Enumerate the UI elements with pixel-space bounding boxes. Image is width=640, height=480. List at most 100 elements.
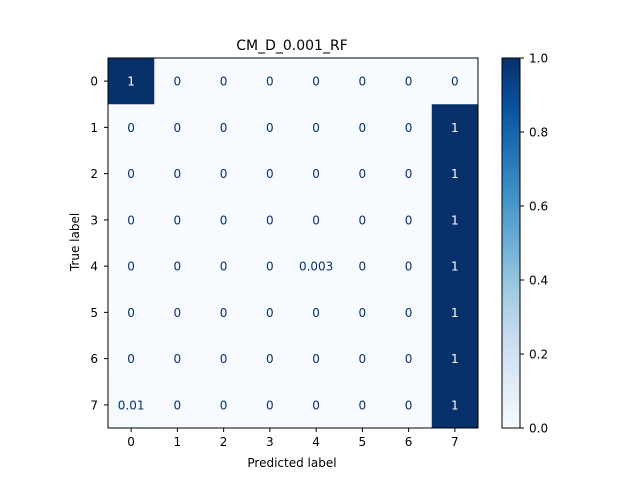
heatmap-cell-label: 0: [359, 213, 367, 227]
y-tick-label: 6: [90, 352, 98, 366]
chart-title: CM_D_0.001_RF: [236, 38, 348, 54]
heatmap-cell-label: 0: [220, 167, 228, 181]
heatmap-cell: [200, 381, 248, 429]
x-tick-label: 7: [451, 435, 459, 449]
heatmap-cell-label: 0: [174, 167, 182, 181]
heatmap-cell: [293, 196, 340, 244]
heatmap-cell-label: 0: [359, 398, 367, 412]
heatmap-cell: [431, 289, 479, 336]
heatmap-cell-label: 0: [220, 352, 228, 366]
heatmap-cell-label: 1: [451, 306, 459, 320]
heatmap-cells: [108, 58, 479, 429]
x-tick-label: 0: [127, 435, 135, 449]
heatmap-cell-label: 0: [266, 121, 274, 135]
colorbar: [501, 57, 521, 429]
y-axis-ticks: 0 1 2 3 4 5 6 7: [90, 75, 108, 412]
heatmap-cell-label: 0: [405, 121, 413, 135]
heatmap-cell: [339, 335, 386, 383]
heatmap-cell-label: 0: [405, 260, 413, 274]
heatmap-cell-label: 0: [266, 75, 274, 89]
heatmap-cell-label: 0: [220, 306, 228, 320]
heatmap-cell-label: 0: [174, 121, 182, 135]
heatmap-cell: [293, 150, 340, 198]
y-tick-label: 1: [90, 121, 98, 135]
colorbar-tick-label: 0.2: [529, 348, 548, 362]
colorbar-ticks: 0.0 0.2 0.4 0.6 0.8 1.0: [520, 52, 548, 436]
heatmap-cell-label: 0: [174, 398, 182, 412]
heatmap-cell: [339, 196, 386, 244]
heatmap-cell: [108, 104, 155, 151]
heatmap-cell-label: 0: [266, 260, 274, 274]
heatmap-cell: [154, 335, 201, 383]
heatmap-cell: [108, 243, 155, 290]
heatmap-cell-label: 0: [312, 121, 320, 135]
heatmap-cell-label: 0: [359, 260, 367, 274]
heatmap-cell: [200, 289, 248, 336]
heatmap-cell: [154, 150, 201, 198]
heatmap-cell-label: 0: [220, 213, 228, 227]
heatmap-cell: [154, 196, 201, 244]
heatmap-cell: [431, 150, 479, 198]
heatmap-cell-label: 0: [127, 167, 135, 181]
heatmap-cell-label: 0: [174, 260, 182, 274]
heatmap-cell: [108, 196, 155, 244]
colorbar-tick-label: 1.0: [529, 52, 548, 66]
heatmap-cell-label: 0: [451, 75, 459, 89]
heatmap-cell: [339, 289, 386, 336]
heatmap-cell-label: 1: [451, 398, 459, 412]
heatmap-cell: [385, 335, 433, 383]
heatmap-cell-label: 0: [405, 398, 413, 412]
heatmap-cell: [108, 381, 155, 429]
heatmap-cell: [200, 104, 248, 151]
heatmap-cell-label: 0: [405, 75, 413, 89]
heatmap-cell-label: 0: [359, 121, 367, 135]
x-tick-label: 4: [312, 435, 320, 449]
heatmap-cell: [246, 243, 294, 290]
heatmap-cell: [385, 289, 433, 336]
heatmap-cell-label: 0: [220, 398, 228, 412]
heatmap-cell: [246, 104, 294, 151]
heatmap-cell-label: 0: [220, 121, 228, 135]
heatmap-cell-label: 0: [127, 213, 135, 227]
heatmap-cell: [431, 335, 479, 383]
heatmap-cell: [385, 381, 433, 429]
heatmap-cell-label: 0: [266, 352, 274, 366]
heatmap-cell-label: 0: [359, 306, 367, 320]
heatmap-cell-label: 0: [405, 213, 413, 227]
heatmap-cell: [154, 289, 201, 336]
heatmap-cell: [385, 196, 433, 244]
heatmap-cell: [154, 381, 201, 429]
heatmap-cell: [293, 289, 340, 336]
heatmap-cell-label: 0.003: [299, 260, 333, 274]
heatmap-cell-label: 0: [359, 167, 367, 181]
plot-frame: [107, 57, 479, 429]
y-tick-label: 4: [90, 260, 98, 274]
heatmap-cell: [108, 150, 155, 198]
heatmap-cell-label: 0: [127, 260, 135, 274]
heatmap-cell: [108, 335, 155, 383]
heatmap-cell-label: 0: [266, 398, 274, 412]
heatmap-cell: [293, 243, 340, 290]
heatmap-cell-label: 0: [266, 167, 274, 181]
heatmap-cell: [293, 104, 340, 151]
heatmap-cell-label: 0: [405, 352, 413, 366]
heatmap-cell-label: 0: [312, 352, 320, 366]
heatmap-cell: [431, 381, 479, 429]
heatmap-cell-label: 1: [127, 75, 135, 89]
heatmap-cell: [200, 196, 248, 244]
heatmap-cell-label: 1: [451, 352, 459, 366]
heatmap-cell: [246, 58, 294, 105]
heatmap-cell-label: 1: [451, 213, 459, 227]
heatmap-cell: [339, 243, 386, 290]
heatmap-cell-label: 0: [174, 75, 182, 89]
heatmap-cell: [154, 104, 201, 151]
heatmap-cell: [108, 289, 155, 336]
heatmap-cell-label: 0: [312, 75, 320, 89]
heatmap-cell: [431, 104, 479, 151]
heatmap-cell-label: 0: [174, 306, 182, 320]
heatmap-cell: [246, 335, 294, 383]
heatmap-cell-label: 1: [451, 121, 459, 135]
heatmap-cell-label: 0: [266, 213, 274, 227]
heatmap-cell: [293, 381, 340, 429]
